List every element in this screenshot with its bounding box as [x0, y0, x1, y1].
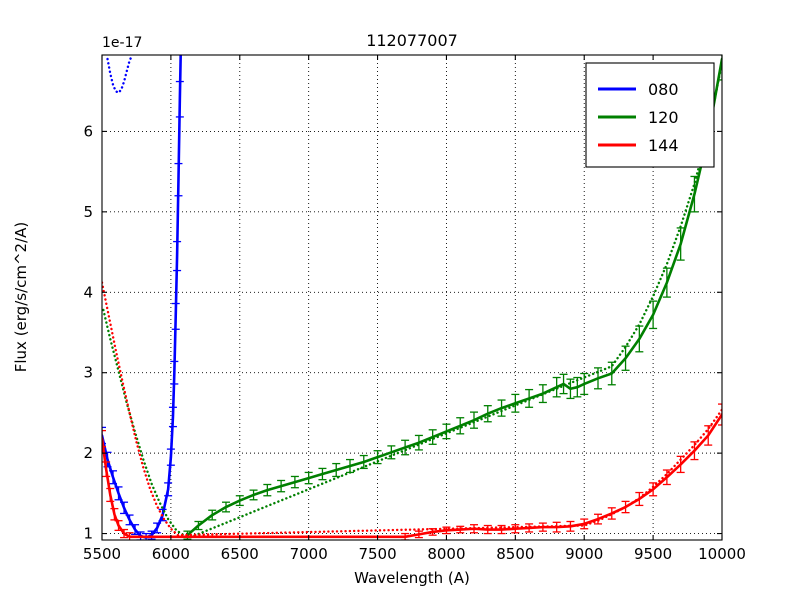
y-tick-label: 5: [83, 203, 93, 221]
legend-box: [585, 62, 715, 168]
x-axis-label: Wavelength (A): [354, 569, 470, 587]
x-tick-label: 6500: [221, 545, 259, 563]
error-bars: [102, 80, 184, 540]
series-line: [102, 61, 722, 538]
legend[interactable]: 080 120 144: [585, 62, 715, 168]
y-tick-label: 6: [83, 122, 93, 140]
series-144: [102, 403, 722, 540]
series-line: [106, 55, 134, 95]
series-080-dotted: [106, 55, 134, 95]
page-title: 112077007: [366, 31, 458, 50]
legend-label-144: 144: [648, 136, 679, 155]
legend-label-120: 120: [648, 108, 679, 127]
plot-frame: [101, 54, 723, 541]
x-tick-label: 7500: [358, 545, 396, 563]
legend-item-144[interactable]: 144: [598, 136, 679, 155]
axis-ticks: [101, 55, 723, 540]
data-series-layer: [102, 55, 722, 540]
x-tick-label: 9500: [634, 545, 672, 563]
y-tick-labels: 1 2 3 4 5 6: [83, 122, 93, 542]
legend-item-080[interactable]: 080: [598, 80, 679, 99]
legend-label-080: 080: [648, 80, 679, 99]
x-tick-label: 8000: [427, 545, 465, 563]
y-tick-label: 2: [83, 444, 93, 462]
series-line: [102, 281, 722, 537]
y-axis-label: Flux (erg/s/cm^2/A): [12, 222, 30, 373]
series-120: [183, 55, 722, 540]
series-080: [102, 55, 184, 540]
x-tick-label: 7000: [290, 545, 328, 563]
error-bars: [183, 55, 722, 540]
x-tick-labels: 5500 6000 6500 7000 7500 8000 8500 9000 9500 1000…: [83, 545, 746, 563]
error-bars: [102, 403, 722, 540]
series-144-dotted: [102, 281, 722, 537]
y-tick-label: 4: [83, 283, 93, 301]
y-tick-label: 1: [83, 525, 93, 543]
series-line: [186, 57, 722, 537]
y-axis-offset-text: 1e-17: [102, 35, 142, 51]
x-tick-label: 9000: [565, 545, 603, 563]
x-tick-label: 5500: [83, 545, 121, 563]
x-tick-label: 6000: [152, 545, 190, 563]
x-tick-label: 8500: [496, 545, 534, 563]
y-tick-label: 3: [83, 364, 93, 382]
x-tick-label: 10000: [698, 545, 746, 563]
series-120-dotted: [102, 61, 722, 538]
legend-item-120[interactable]: 120: [598, 108, 679, 127]
